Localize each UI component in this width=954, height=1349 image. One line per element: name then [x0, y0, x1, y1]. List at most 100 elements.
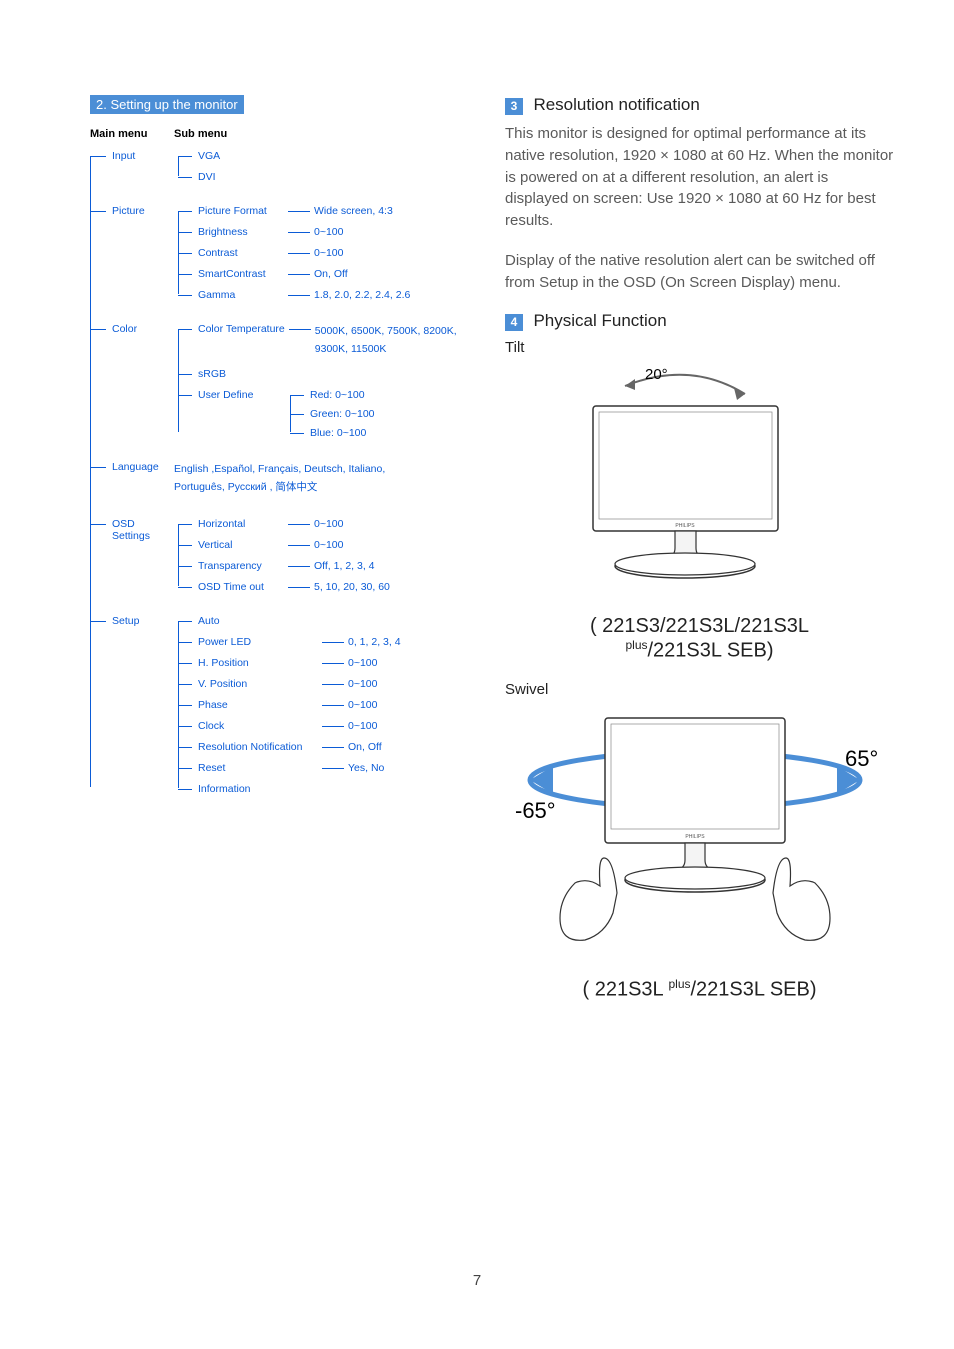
left-column: 2. Setting up the monitor Main menu Sub … — [90, 95, 465, 1020]
tert-item: Blue: 0~100 — [300, 427, 375, 439]
sub-item: Reset Yes, No — [188, 762, 401, 774]
swivel-diagram: -65° 65° PHILIPS — [505, 708, 894, 963]
menu-headers: Main menu Sub menu — [90, 128, 465, 140]
sub-item: Transparency Off, 1, 2, 3, 4 — [188, 560, 390, 572]
callout-3-num: 3 — [505, 98, 523, 115]
main-label: Picture — [112, 205, 174, 217]
tilt-back-angle: 20° — [645, 366, 668, 383]
callout-3-title: Resolution notification — [533, 95, 699, 114]
sub-item: Resolution Notification On, Off — [188, 741, 401, 753]
sub-value: 5000K, 6500K, 7500K, 8200K,9300K, 11500K — [315, 323, 457, 359]
sub-value: 0~100 — [348, 699, 378, 711]
sub-value: 1.8, 2.0, 2.2, 2.4, 2.6 — [314, 289, 410, 301]
main-label: OSD Settings — [112, 518, 174, 542]
sub-item: User Define Red: 0~100 Green: 0~100 Blue: 0… — [188, 389, 457, 439]
sub-label: Gamma — [198, 289, 284, 301]
sub-value: On, Off — [348, 741, 382, 753]
resolution-para-2: Display of the native resolution alert c… — [505, 250, 894, 294]
callout-4-num: 4 — [505, 314, 523, 331]
sub-value: 0~100 — [314, 247, 344, 259]
sub-item: Gamma 1.8, 2.0, 2.2, 2.4, 2.6 — [188, 289, 410, 301]
model1-sup: plus — [625, 638, 647, 652]
sub-value: 0~100 — [348, 720, 378, 732]
sub-item: H. Position0~100 — [188, 657, 401, 669]
sub-item: Brightness 0~100 — [188, 226, 410, 238]
main-item: Setup Auto Power LED 0, 1, 2, 3, 4 H. Positi… — [100, 615, 465, 795]
sub-items: Picture FormatWide screen, 4:3 Brightness… — [178, 205, 410, 301]
sub-item: Contrast0~100 — [188, 247, 410, 259]
sub-value: 0, 1, 2, 3, 4 — [348, 636, 401, 648]
sub-item: DVI — [188, 171, 284, 183]
sub-label: Phase — [198, 699, 318, 711]
swivel-left-angle: -65° — [515, 798, 556, 823]
callout-4-title: Physical Function — [533, 311, 666, 330]
tilt-model-line: ( 221S3/221S3L/221S3L plus/221S3L SEB) — [505, 615, 894, 663]
resolution-para-1: This monitor is designed for optimal per… — [505, 123, 894, 232]
header-main: Main menu — [90, 128, 174, 140]
sub-label: Power LED — [198, 636, 318, 648]
language-values: English ,Español, Français, Deutsch, Ita… — [174, 461, 385, 497]
sub-label: Brightness — [198, 226, 284, 238]
header-sub: Sub menu — [174, 128, 227, 140]
sub-label: Information — [198, 783, 318, 795]
sub-label: Resolution Notification — [198, 741, 318, 753]
section-header: 2. Setting up the monitor — [90, 95, 244, 114]
sub-item: Horizontal0~100 — [188, 518, 390, 530]
main-label: Setup — [112, 615, 174, 627]
sub-value: Off, 1, 2, 3, 4 — [314, 560, 375, 572]
main-label: Language — [112, 461, 174, 473]
main-item: OSD Settings Horizontal0~100 Vertical0~100… — [100, 518, 465, 593]
sub-label: Color Temperature — [198, 323, 285, 335]
sub-item: Color Temperature 5000K, 6500K, 7500K, 82… — [188, 323, 457, 359]
main-item: Input VGA DVI — [100, 150, 465, 183]
swivel-label: Swivel — [505, 681, 894, 698]
sub-value: 0~100 — [348, 678, 378, 690]
tilt-diagram: 20° -5° PHILIPS — [535, 366, 894, 601]
sub-item: SmartContrastOn, Off — [188, 268, 410, 280]
main-item: Picture Picture FormatWide screen, 4:3 Bri… — [100, 205, 465, 301]
sub-label: Auto — [198, 615, 318, 627]
sub-item: Vertical0~100 — [188, 539, 390, 551]
svg-text:PHILIPS: PHILIPS — [685, 834, 705, 840]
sub-label: Clock — [198, 720, 318, 732]
sub-item: Picture FormatWide screen, 4:3 — [188, 205, 410, 217]
model1-b: /221S3L SEB) — [648, 640, 774, 662]
main-label: Input — [112, 150, 174, 162]
main-item: Color Color Temperature 5000K, 6500K, 7500… — [100, 323, 465, 439]
main-item: LanguageEnglish ,Español, Français, Deut… — [100, 461, 465, 497]
sub-label: Transparency — [198, 560, 284, 572]
callout-3: 3 Resolution notification — [505, 95, 894, 115]
sub-item: sRGB — [188, 368, 457, 380]
callout-4: 4 Physical Function — [505, 311, 894, 331]
model2-sup: plus — [668, 977, 690, 991]
swivel-right-angle: 65° — [845, 746, 878, 771]
tert-item: Red: 0~100 — [300, 389, 375, 401]
sub-value: 0~100 — [348, 657, 378, 669]
sub-item: VGA — [188, 150, 284, 162]
osd-menu-tree: Input VGA DVI Picture Picture FormatWide scr… — [90, 150, 465, 795]
sub-label: V. Position — [198, 678, 318, 690]
sub-value: 0~100 — [314, 539, 344, 551]
sub-item: Power LED 0, 1, 2, 3, 4 — [188, 636, 401, 648]
main-label: Color — [112, 323, 174, 335]
sub-value: 5, 10, 20, 30, 60 — [314, 581, 390, 593]
sub-label: DVI — [198, 171, 284, 183]
sub-items: Auto Power LED 0, 1, 2, 3, 4 H. Position0~1… — [178, 615, 401, 795]
sub-label: sRGB — [198, 368, 284, 380]
swivel-model-line: ( 221S3L plus/221S3L SEB) — [505, 977, 894, 1002]
sub-label: User Define — [198, 389, 284, 401]
sub-item: Auto — [188, 615, 401, 627]
right-column: 3 Resolution notification This monitor i… — [505, 95, 894, 1020]
sub-label: Picture Format — [198, 205, 284, 217]
tert-item: Green: 0~100 — [300, 408, 375, 420]
model2-b: /221S3L SEB) — [691, 979, 817, 1001]
sub-item: Phase 0~100 — [188, 699, 401, 711]
page-number: 7 — [0, 1272, 954, 1289]
model2-a: ( 221S3L — [582, 979, 668, 1001]
sub-label: SmartContrast — [198, 268, 284, 280]
sub-label: OSD Time out — [198, 581, 284, 593]
sub-value: Yes, No — [348, 762, 384, 774]
sub-label: Reset — [198, 762, 318, 774]
sub-value: 0~100 — [314, 226, 344, 238]
sub-item: V. Position 0~100 — [188, 678, 401, 690]
